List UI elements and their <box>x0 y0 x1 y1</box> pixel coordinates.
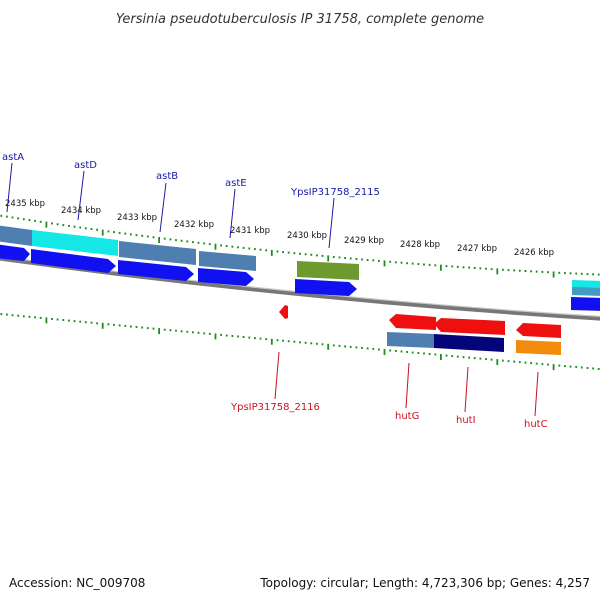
tick-label: 2432 kbp <box>174 220 214 230</box>
tick-labels: 2435 kbp 2434 kbp 2433 kbp 2432 kbp 2431… <box>5 199 554 258</box>
gene-label-astA: astA <box>2 152 24 163</box>
gene-label-hutG: hutG <box>395 411 419 422</box>
callout-line-hutI <box>464 366 469 413</box>
tick-label: 2435 kbp <box>5 199 45 209</box>
tick-label: 2427 kbp <box>457 244 497 254</box>
cds-arrow-right <box>571 297 600 311</box>
feature-olive-2115 <box>297 261 359 280</box>
gene-label-astD: astD <box>74 160 97 171</box>
accession-label: Accession: NC_009708 <box>9 576 146 590</box>
tick-label: 2428 kbp <box>400 240 440 250</box>
tick-label: 2429 kbp <box>344 236 384 246</box>
tick-label: 2433 kbp <box>117 213 157 223</box>
genome-summary-label: Topology: circular; Length: 4,723,306 bp… <box>260 576 590 590</box>
feature-steel-hutG <box>387 332 434 348</box>
feature-steel-astB <box>119 241 196 265</box>
reverse-callouts <box>274 351 539 417</box>
cds-arrow-astD <box>31 249 116 273</box>
reverse-cds-row <box>389 314 561 338</box>
reverse-annotation-row <box>387 332 561 355</box>
inner-tick-ring <box>0 313 600 371</box>
cds-arrow-astA <box>0 244 30 261</box>
callout-line-astA <box>6 162 13 213</box>
callout-line-hutG <box>405 362 410 409</box>
feature-steel-right <box>572 287 600 296</box>
cds-arrow-astE <box>198 268 254 286</box>
callout-line-astE <box>229 188 236 239</box>
feature-cyan-astD <box>32 230 118 256</box>
gene-label-hutC: hutC <box>524 419 548 430</box>
cds-arrow-astB <box>118 260 194 281</box>
gene-label-astE: astE <box>225 178 247 189</box>
forward-annotation-row <box>0 225 600 296</box>
feature-steel-1 <box>0 225 32 246</box>
cds-arrow-hutC <box>516 323 561 338</box>
feature-steel-astE <box>199 251 256 271</box>
cds-arrow-2116 <box>279 305 288 319</box>
gene-label-astB: astB <box>156 171 178 182</box>
tick-label: 2434 kbp <box>61 206 101 216</box>
callout-line-hutC <box>534 371 539 417</box>
tick-label: 2426 kbp <box>514 248 554 258</box>
callout-line-astB <box>159 182 167 233</box>
callout-line-astD <box>77 170 85 221</box>
callout-line-2116 <box>274 351 280 400</box>
forward-cds-row <box>0 244 600 311</box>
cds-arrow-2115 <box>295 279 357 296</box>
gene-label-YpsIP31758_2115: YpsIP31758_2115 <box>290 187 380 198</box>
outer-tick-ring <box>0 214 600 278</box>
tick-label: 2430 kbp <box>287 231 327 241</box>
forward-callouts <box>6 162 335 249</box>
map-title: Yersinia pseudotuberculosis IP 31758, co… <box>116 12 484 27</box>
tick-label: 2431 kbp <box>230 226 270 236</box>
gene-label-hutI: hutI <box>456 415 476 426</box>
cds-arrow-hutI <box>434 318 505 335</box>
callout-line-2115 <box>328 197 335 249</box>
cds-arrow-hutG <box>389 314 436 330</box>
feature-orange-hutC <box>516 340 561 355</box>
feature-navy-hutI <box>434 334 504 352</box>
gene-label-YpsIP31758_2116: YpsIP31758_2116 <box>230 402 320 413</box>
